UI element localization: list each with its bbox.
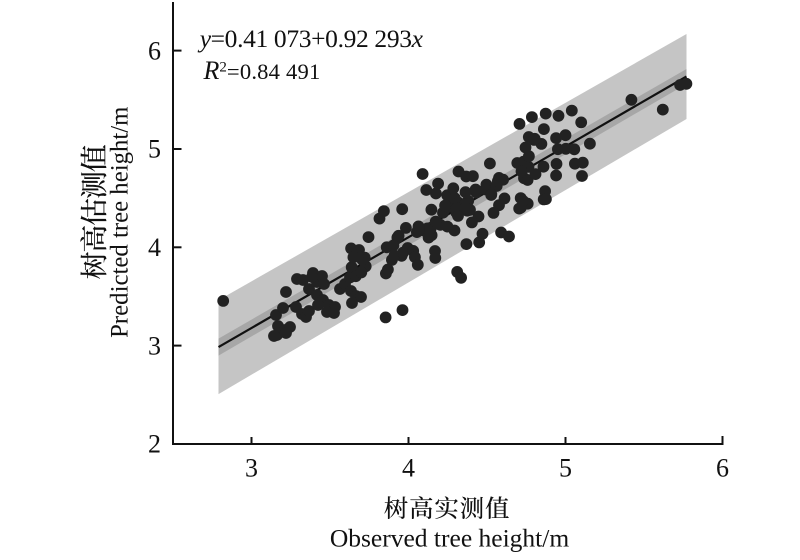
svg-text:y=0.41 073+0.92 293x: y=0.41 073+0.92 293x xyxy=(197,24,424,53)
svg-text:5: 5 xyxy=(148,135,161,164)
svg-text:6: 6 xyxy=(148,36,161,65)
svg-text:2: 2 xyxy=(148,430,161,459)
svg-text:4: 4 xyxy=(402,453,415,482)
svg-text:R2=0.84 491: R2=0.84 491 xyxy=(203,56,321,85)
svg-text:4: 4 xyxy=(148,233,161,262)
svg-text:Predicted tree height/m: Predicted tree height/m xyxy=(107,107,134,338)
svg-text:6: 6 xyxy=(716,453,729,482)
svg-text:5: 5 xyxy=(559,453,572,482)
svg-text:Observed tree height/m: Observed tree height/m xyxy=(330,524,570,553)
svg-text:3: 3 xyxy=(148,331,161,360)
svg-text:3: 3 xyxy=(245,453,258,482)
